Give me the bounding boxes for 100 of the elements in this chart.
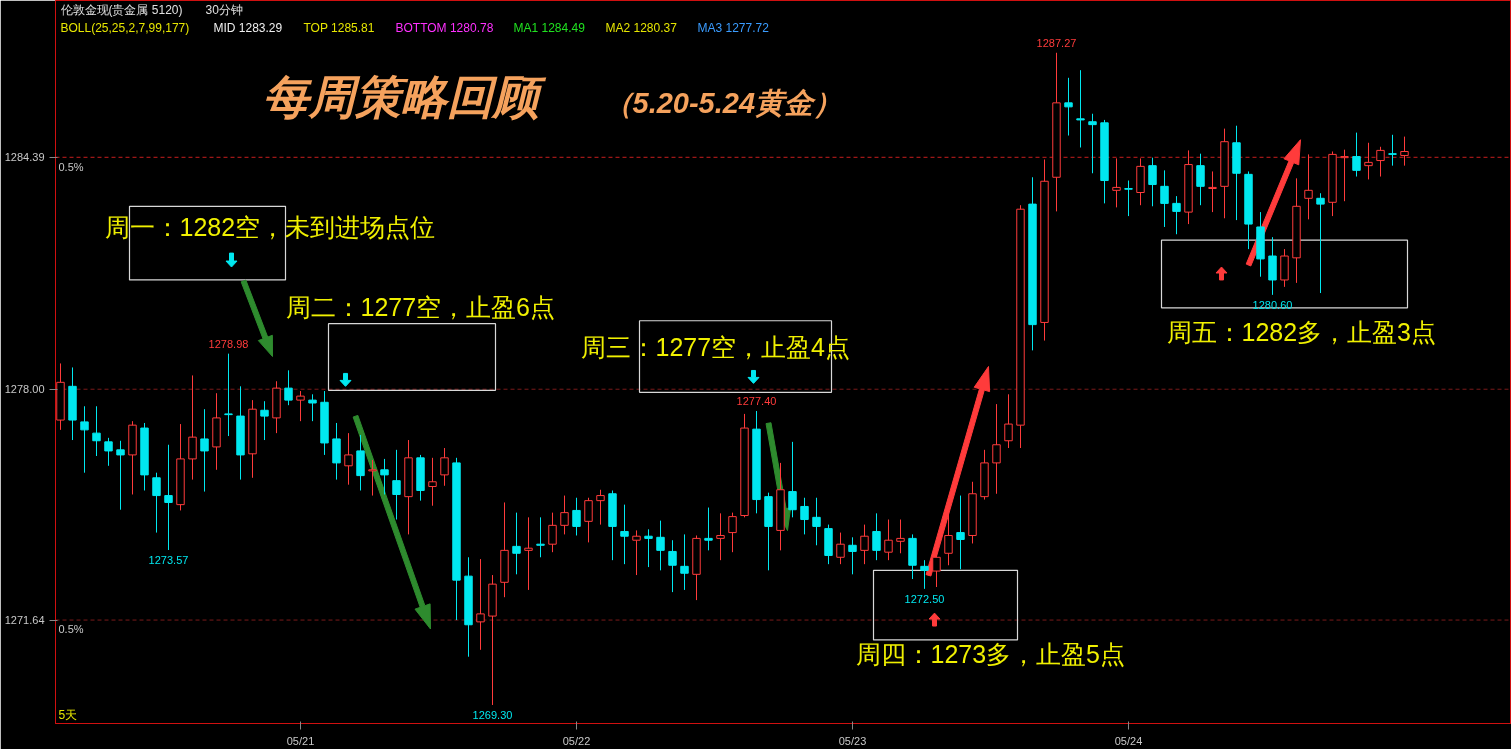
candlestick [536,516,545,558]
x-tick-label: 05/21 [286,734,315,747]
candlestick [152,472,161,534]
candlestick [1004,393,1013,449]
candlestick [92,405,101,457]
candlestick [812,497,821,546]
annotation: BOLL(25,25,2,7,99,177) [60,21,190,36]
annotation: 5天 [58,707,78,722]
annotation: MA1 1284.49 [513,21,586,36]
candlestick [1148,157,1157,207]
candlestick [344,432,353,486]
candlestick [848,536,857,575]
candlestick [392,449,401,521]
candlestick [956,495,965,570]
candlestick [524,516,533,591]
annotation: 0.5% [58,623,84,636]
candlestick [1316,192,1325,294]
candlestick [836,532,845,565]
candlestick [80,405,89,474]
candlestick [920,559,929,590]
candlestick [284,369,293,406]
candlestick [296,390,305,422]
annotation: 1277.40 [736,395,777,407]
candlestick [188,374,197,481]
candlestick [1172,195,1181,235]
candlestick [944,512,953,566]
candlestick [428,457,437,507]
candlestick [728,512,737,553]
candlestick [548,512,557,553]
candlestick [716,512,725,561]
candlestick [560,495,569,535]
candlestick [104,437,113,467]
candlestick [332,422,341,481]
annotation: 周二：1277空，止盈6点 [285,292,556,321]
annotation: MID 1283.29 [213,21,283,36]
candlestick [800,497,809,535]
candlestick [1112,157,1121,208]
annotation: 1278.98 [208,337,249,350]
candlestick [1064,77,1073,137]
annotation: TOP 1285.81 [303,21,375,36]
candlestick [1400,136,1409,167]
candlestick [380,458,389,495]
y-tick-label: 1284.39 [4,151,45,164]
annotation: 周五：1282多，止盈3点 [1166,317,1437,346]
text: 每周策略回顾 [262,70,547,123]
candlestick [788,441,797,518]
candlestick [1208,170,1217,213]
candlestick [704,507,713,551]
candlestick [200,408,209,493]
x-tick-label: 05/24 [1114,734,1143,747]
annotation: 30分钟 [205,3,243,18]
candlestick [1388,134,1397,167]
y-tick-label: 1278.00 [4,383,45,396]
annotation: MA3 1277.72 [697,21,770,36]
candlestick [1364,142,1373,180]
annotation: 周四：1273多，止盈5点 [855,639,1126,668]
candlestick [596,489,605,526]
candlestick [164,444,173,551]
candlestick [872,512,881,561]
candlestick [476,558,485,651]
annotation: 1269.30 [472,708,513,721]
candlestick [992,403,1001,495]
candlestick [1376,146,1385,178]
candlestick [260,400,269,441]
candlestick [368,459,377,497]
candlestick [860,524,869,565]
candlestick [1124,180,1133,217]
candlestick [1160,169,1169,228]
candlestick [896,519,905,554]
candlestick [1352,132,1361,178]
candlestick [584,497,593,543]
annotation: 1272.50 [904,592,945,605]
candlestick [1196,153,1205,206]
annotation: 1287.27 [1036,36,1077,49]
annotation: MA2 1280.37 [605,21,678,36]
candlestick [632,529,641,576]
y-tick-label: 1271.64 [4,614,45,627]
candlestick [512,512,521,575]
annotation: 伦敦金现(贵金属 5120) [60,3,183,18]
candlestick [656,520,665,571]
candlestick [620,504,629,565]
candlestick [308,393,317,422]
candlestick [644,528,653,568]
candlestick [1076,69,1085,148]
candlestick [1280,248,1289,288]
candlestick [572,497,581,536]
annotation: BOTTOM 1280.78 [395,21,494,36]
candlestick [668,539,677,593]
candlestick [680,533,689,591]
annotation: 0.5% [58,160,84,173]
x-tick-label: 05/22 [562,734,591,747]
candlestick [1088,113,1097,174]
candlestick [1268,236,1277,296]
candlestick [884,519,893,561]
annotation: 1273.57 [148,554,189,567]
candlestick [116,440,125,511]
candlestick [224,353,233,437]
text: （5.20-5.24黄金） [603,86,843,119]
candlestick [1304,153,1313,220]
candlestick [1340,149,1349,202]
